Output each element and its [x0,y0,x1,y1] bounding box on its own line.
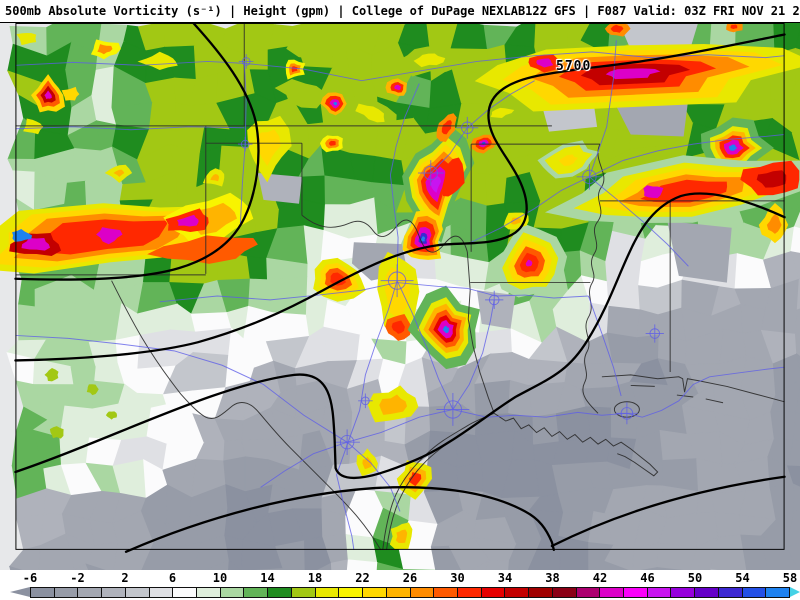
colorbar: -6 -2 2 6 10 14 18 22 26 30 34 38 42 46 50 54 58 [0,570,800,600]
colorbar-tick: 58 [782,571,798,585]
colorbar-segment [385,587,411,598]
colorbar-tick: -6 [22,571,38,585]
colorbar-segment [456,587,482,598]
colorbar-segment [717,587,743,598]
colorbar-segment [77,587,103,598]
colorbar-segment [480,587,506,598]
colorbar-segment [290,587,316,598]
colorbar-tick: 42 [592,571,608,585]
colorbar-segment [101,587,126,598]
colorbar-tick: 50 [687,571,703,585]
colorbar-segment [243,587,269,598]
weather-map: 5700 [0,22,800,571]
colorbar-segment [551,587,577,598]
colorbar-tick: 18 [307,571,323,585]
colorbar-segment [622,587,648,598]
colorbar-segment [694,587,719,598]
colorbar-arrow-right [790,587,800,597]
colorbar-segment [314,587,340,598]
colorbar-tick: 38 [545,571,560,585]
colorbar-tick: 14 [260,571,275,585]
colorbar-tick: 34 [497,571,513,585]
vorticity-map-canvas [0,23,800,571]
colorbar-tick: 2 [121,571,129,585]
colorbar-segment [646,587,672,598]
colorbar-segment [362,587,387,598]
colorbar-segment [148,587,174,598]
colorbar-tick: -2 [70,571,85,585]
colorbar-segment [53,587,79,598]
colorbar-tick: 30 [450,571,465,585]
colorbar-segment [124,587,150,598]
colorbar-tick: 22 [355,571,370,585]
colorbar-segment [219,587,245,598]
colorbar-tick: 6 [168,571,177,585]
colorbar-scale [30,587,790,598]
colorbar-segment [528,587,553,598]
colorbar-tick: 26 [402,571,418,585]
height-contour-label: 5700 [556,59,592,74]
colorbar-segment [433,587,458,598]
colorbar-segment [267,587,292,598]
title-bar: 500mb Absolute Vorticity (s⁻¹) | Height … [0,0,800,22]
colorbar-segment [741,587,767,598]
product-title: 500mb Absolute Vorticity (s⁻¹) | Height … [5,4,526,18]
colorbar-tick: 54 [735,571,750,585]
colorbar-segment [575,587,601,598]
colorbar-segment [409,587,435,598]
colorbar-segment [670,587,696,598]
colorbar-segment [338,587,364,598]
colorbar-tick: 10 [212,571,228,585]
model-run-info: 12Z GFS | F087 Valid: 03Z FRI NOV 21 202… [525,4,800,18]
colorbar-tick: 46 [640,571,655,585]
colorbar-segment [196,587,221,598]
colorbar-segment [504,587,530,598]
colorbar-segment [765,587,790,598]
colorbar-segment [172,587,198,598]
colorbar-ticks: -6 -2 2 6 10 14 18 22 26 30 34 38 42 46 50 54 58 [0,571,800,585]
colorbar-segment [599,587,624,598]
colorbar-segment [30,587,55,598]
colorbar-arrow-left [10,587,30,597]
